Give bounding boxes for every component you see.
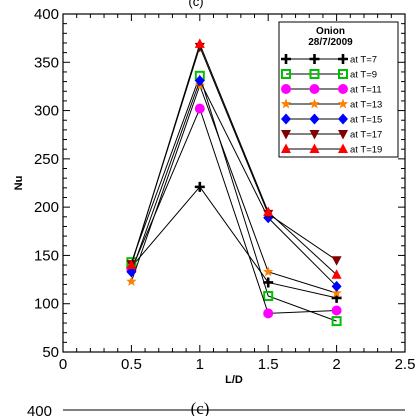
top-caption-fragment: (c) [188,0,203,9]
legend-item: at T=17 [281,130,382,141]
legend-item: at T=7 [281,54,377,66]
data-point [331,305,342,316]
legend-item: at T=11 [281,84,382,96]
data-point [194,181,205,192]
legend-marker [309,113,320,125]
legend-label: at T=7 [350,55,377,66]
series-t19 [126,38,342,279]
x-tick-label: 0 [59,356,67,373]
x-tick-label: 2 [332,356,340,373]
data-point [262,266,274,277]
legend-marker [281,84,291,94]
y-tick-label: 200 [34,199,59,216]
series-line [130,79,337,287]
legend-marker [338,143,348,153]
series-layer [126,38,342,327]
legend-marker [309,143,320,153]
next-panel-fragment: (c) 400 [27,399,405,416]
legend-marker [338,54,348,64]
y-axis-title: Nu [13,176,25,191]
y-tick-label: 300 [34,103,59,120]
legend-title-line: 28/7/2009 [308,37,353,48]
legend-marker [281,54,291,64]
y-tick-label: 150 [34,247,59,264]
y-tick-label: 400 [34,6,59,23]
data-point [263,308,274,319]
series-line [130,83,337,294]
legend-item: at T=9 [281,69,377,81]
data-point [331,280,342,292]
bottom-caption: (c) [191,399,210,416]
data-point [331,256,342,266]
data-point [126,266,137,278]
legend-marker [338,69,348,79]
legend-label: at T=11 [350,85,382,96]
legend-marker [309,69,320,79]
data-point [331,287,342,298]
series-line [130,42,337,276]
axes: 0 0.5 1 1.5 2 2.5 50 100 150 200 250 300 350 400 L/D Nu [13,6,415,386]
legend-marker [309,98,320,109]
series-line [130,107,337,314]
legend-marker [338,130,348,140]
legend-marker [281,130,291,140]
legend-item: at T=13 [280,98,382,111]
legend-marker [281,69,291,79]
legend-label: at T=9 [350,70,377,81]
legend-label: at T=17 [350,130,382,141]
data-point [194,75,205,87]
data-point [331,269,342,279]
legend-marker [280,98,292,109]
legend-marker [281,143,291,153]
legend-item: at T=15 [281,113,382,126]
legend-marker [309,84,320,94]
x-tick-label: 1.5 [258,356,279,373]
legend-marker [281,113,291,125]
legend-label: at T=19 [350,145,382,156]
x-tick-label: 0.5 [121,356,142,373]
y-tick-label: 100 [34,296,59,313]
legend-marker [338,113,348,125]
x-tick-label: 2.5 [395,356,416,373]
series-line [131,186,337,299]
data-point [331,316,342,327]
legend-marker [338,84,348,94]
legend-item: at T=19 [281,143,382,156]
next-panel-y-tick: 400 [27,403,52,416]
legend-marker [309,130,320,140]
plot-frame [62,13,406,353]
series-line [130,74,337,322]
y-tick-label: 250 [34,151,59,168]
legend-label: at T=15 [350,115,382,126]
legend-marker [309,54,320,64]
legend-title-line: Onion [316,26,345,37]
y-tick-label: 50 [42,344,59,361]
data-point [263,206,274,216]
legend-label: at T=13 [350,100,382,111]
data-point [194,103,205,114]
data-point [263,277,274,288]
x-axis-title: L/D [225,374,243,386]
data-point [263,290,274,301]
legend-marker [337,98,349,109]
data-point [126,259,137,270]
x-tick-label: 1 [196,356,204,373]
y-tick-label: 350 [34,54,59,71]
data-point [126,276,137,286]
data-point [194,38,205,48]
